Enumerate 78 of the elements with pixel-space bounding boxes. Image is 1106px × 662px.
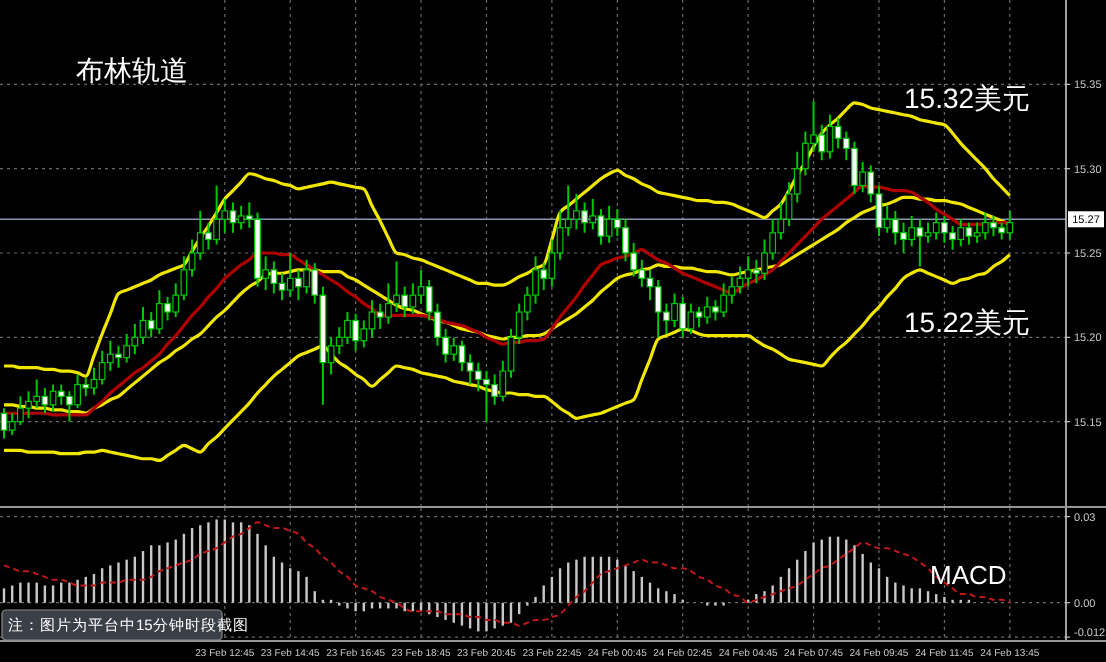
candlestick — [16, 395, 24, 427]
candlestick — [376, 302, 384, 330]
candlestick — [965, 221, 973, 246]
candlestick — [352, 312, 360, 352]
text: 布林轨道 — [76, 54, 188, 86]
candlestick — [66, 390, 73, 423]
candlestick — [270, 260, 278, 295]
candlestick — [229, 201, 237, 234]
candlestick — [344, 311, 351, 346]
candlestick — [303, 258, 310, 295]
candlestick — [761, 238, 768, 281]
candlestick — [205, 221, 212, 251]
candlestick — [752, 258, 760, 285]
candlestick — [384, 282, 392, 325]
candlestick — [932, 211, 940, 241]
candlestick — [703, 295, 711, 325]
candlestick — [720, 282, 728, 319]
candlestick — [483, 370, 490, 423]
candlestick — [115, 344, 122, 369]
candlestick — [147, 311, 155, 339]
candlestick — [597, 208, 605, 246]
candlestick — [687, 302, 695, 335]
candlestick — [41, 386, 49, 415]
candlestick — [654, 278, 662, 339]
candlestick — [532, 255, 539, 305]
candlestick — [466, 353, 474, 386]
candlestick — [851, 140, 858, 195]
candlestick — [25, 390, 32, 420]
candlestick — [33, 378, 41, 410]
annotation: MACD — [930, 560, 1007, 590]
candlestick — [826, 113, 834, 160]
candlestick — [908, 214, 916, 248]
annotation: 15.32美元 — [904, 82, 1031, 114]
candlestick — [286, 252, 294, 298]
candlestick — [368, 299, 376, 339]
annotation: 15.22美元 — [904, 306, 1031, 338]
candlestick — [106, 339, 114, 373]
candlestick — [949, 225, 956, 251]
candlestick — [278, 272, 286, 302]
candlestick — [589, 198, 597, 231]
candlestick — [744, 255, 752, 288]
candlestick — [213, 184, 221, 246]
candlestick — [924, 221, 932, 244]
candlestick — [360, 319, 368, 349]
candlestick — [900, 221, 907, 254]
candlestick — [605, 204, 613, 244]
candlestick — [82, 376, 90, 398]
candlestick — [450, 336, 458, 362]
candlestick — [573, 192, 580, 231]
candlestick — [891, 209, 899, 246]
candlestick — [409, 282, 417, 315]
candlestick — [581, 201, 588, 234]
candlestick — [74, 373, 81, 410]
candlestick — [973, 221, 981, 244]
candlestick — [1006, 209, 1014, 241]
candlestick — [458, 339, 466, 373]
candlestick — [916, 218, 924, 268]
candlestick — [237, 204, 245, 231]
candlestick — [679, 295, 687, 339]
candlestick — [294, 268, 302, 302]
candlestick — [49, 383, 57, 413]
candlestick — [155, 289, 163, 335]
candlestick — [90, 366, 98, 396]
candlestick — [712, 299, 719, 322]
candlestick — [98, 349, 106, 386]
candlestick — [622, 218, 629, 263]
candlestick — [123, 332, 131, 364]
candlestick — [695, 305, 703, 329]
candlestick — [164, 295, 171, 322]
candlestick — [981, 211, 989, 241]
candlestick — [491, 373, 499, 406]
candlestick — [990, 214, 997, 238]
candlestick — [131, 322, 139, 356]
candlestick — [393, 260, 400, 314]
candlestick — [671, 292, 678, 329]
candlestick — [957, 218, 965, 248]
candlestick — [417, 268, 425, 305]
candlestick — [941, 214, 948, 244]
